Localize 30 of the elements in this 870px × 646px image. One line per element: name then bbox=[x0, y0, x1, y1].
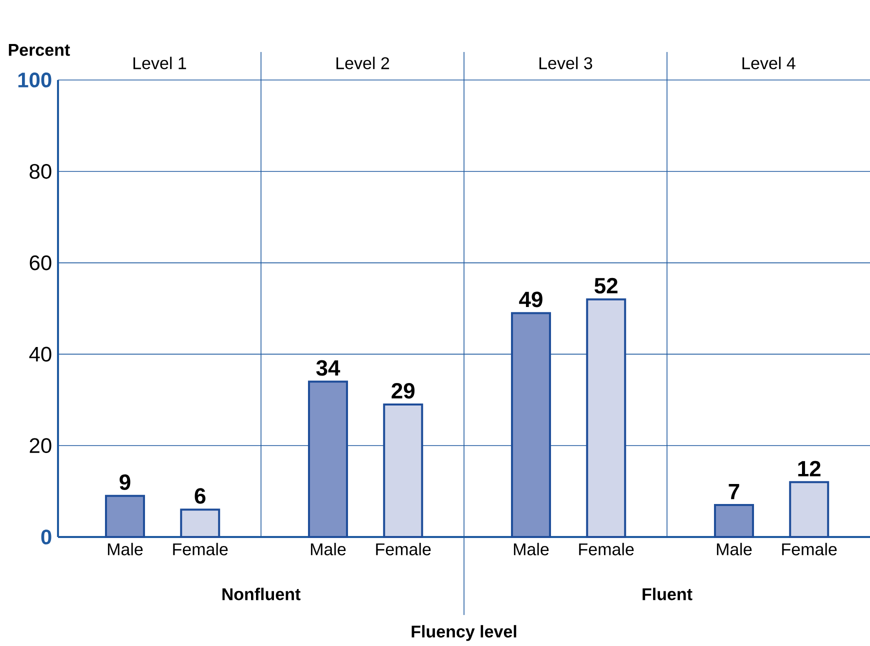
text: Fluent bbox=[642, 588, 692, 600]
y-tick-label: 60 bbox=[30, 255, 52, 270]
y-tick-label: 80 bbox=[30, 164, 52, 179]
data-label: 9 bbox=[120, 474, 130, 490]
x-tick-label: Female bbox=[376, 542, 431, 556]
y-axis-title: Percent bbox=[8, 44, 70, 56]
data-label: 29 bbox=[392, 383, 415, 399]
text: Level 4 bbox=[742, 56, 796, 70]
data-label: 49 bbox=[519, 292, 542, 308]
x-tick-label: Female bbox=[579, 542, 634, 556]
data-label: 34 bbox=[316, 360, 340, 376]
data-label: 12 bbox=[798, 460, 820, 476]
y-tick-label: 20 bbox=[30, 438, 52, 454]
y-tick-label: 0 bbox=[41, 530, 52, 544]
data-label: 52 bbox=[594, 278, 618, 294]
y-tick-label: 100 bbox=[18, 72, 52, 88]
x-tick-label: Male bbox=[310, 542, 346, 556]
x-tick-label: Female bbox=[173, 542, 228, 556]
x-tick-label: Male bbox=[716, 542, 752, 556]
text: Level 3 bbox=[539, 56, 592, 70]
x-tick-label: Male bbox=[108, 542, 143, 556]
x-axis-title: Fluency level bbox=[412, 625, 516, 641]
y-tick-label: 40 bbox=[29, 346, 52, 362]
x-tick-label: Female bbox=[782, 542, 837, 556]
text: Level 1 bbox=[133, 56, 186, 70]
data-label: 6 bbox=[194, 488, 206, 504]
text: Level 2 bbox=[336, 56, 390, 70]
data-label: 7 bbox=[728, 484, 740, 500]
x-tick-label: Male bbox=[514, 542, 549, 556]
text: Nonfluent bbox=[222, 588, 300, 600]
